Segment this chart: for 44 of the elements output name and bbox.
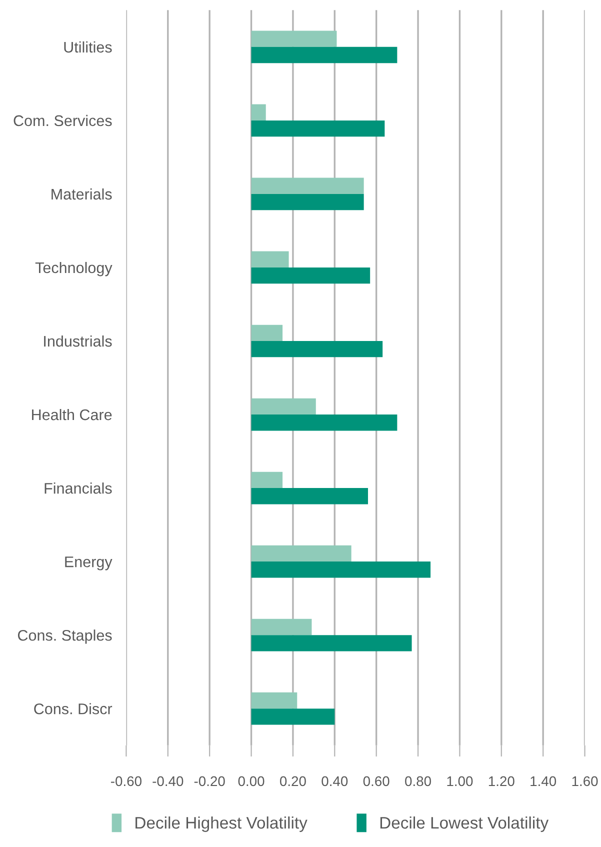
bar bbox=[251, 708, 335, 725]
y-tick-label: Cons. Staples bbox=[18, 630, 112, 644]
x-tick-label: 0.80 bbox=[405, 776, 431, 786]
y-tick-label: Com. Services bbox=[14, 114, 112, 126]
y-tick-label: Utilities bbox=[64, 41, 112, 53]
y-tick-label: Health Care bbox=[32, 408, 112, 420]
x-tick-label: 1.40 bbox=[530, 776, 556, 786]
bar bbox=[251, 324, 283, 341]
y-tick-label: Cons. Discr bbox=[34, 703, 112, 714]
bar bbox=[251, 692, 298, 709]
legend-label: Decile Lowest Volatility bbox=[380, 816, 549, 832]
bar bbox=[251, 46, 398, 64]
bar bbox=[251, 30, 337, 47]
x-tick-label: 1.60 bbox=[572, 776, 598, 786]
bar bbox=[251, 267, 370, 284]
bar bbox=[251, 341, 383, 358]
bar bbox=[251, 414, 398, 431]
bar bbox=[251, 472, 283, 488]
y-tick-label: Energy bbox=[65, 556, 112, 570]
bar bbox=[251, 618, 312, 636]
x-tick-label: 0.40 bbox=[322, 776, 348, 786]
bar bbox=[251, 562, 431, 578]
bar bbox=[251, 635, 412, 652]
x-tick-label: 1.00 bbox=[447, 776, 473, 786]
bar bbox=[251, 120, 385, 137]
x-tick-label: -0.20 bbox=[194, 776, 225, 786]
y-tick-label: Industrials bbox=[44, 335, 112, 347]
bar bbox=[251, 194, 364, 210]
y-tick-label: Technology bbox=[35, 262, 112, 276]
x-tick-label: 0.60 bbox=[363, 776, 390, 786]
bar bbox=[251, 104, 266, 120]
x-tick-label: -0.60 bbox=[111, 776, 142, 786]
bar bbox=[251, 251, 289, 268]
x-tick-label: 1.20 bbox=[488, 776, 514, 786]
y-tick-label: Financials bbox=[44, 482, 112, 494]
bar bbox=[251, 545, 352, 562]
y-tick-label: Materials bbox=[52, 188, 112, 200]
x-tick-label: -0.40 bbox=[152, 776, 184, 786]
bar bbox=[251, 178, 364, 194]
x-tick-label: 0.00 bbox=[238, 776, 264, 786]
bar bbox=[251, 398, 316, 415]
bar bbox=[251, 488, 368, 504]
x-tick-label: 0.20 bbox=[280, 776, 306, 786]
legend-label: Decile Highest Volatility bbox=[136, 816, 308, 832]
